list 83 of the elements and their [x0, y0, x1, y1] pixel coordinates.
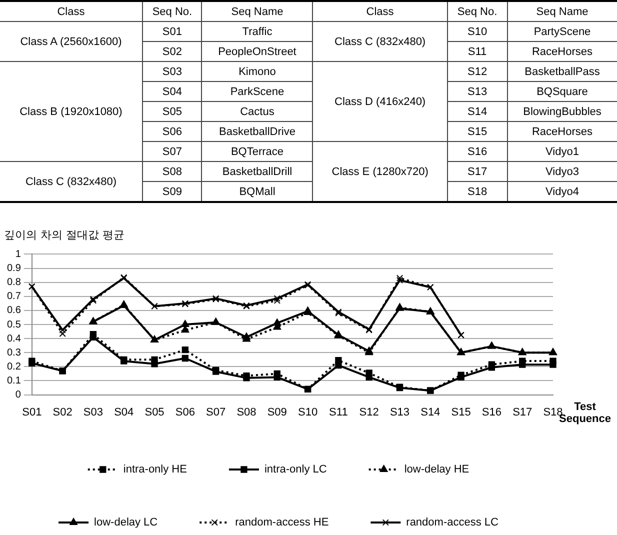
text: Class B (1920x1080): [20, 106, 122, 118]
x-tick-label: S06: [175, 406, 195, 418]
text: Seq No.: [152, 6, 192, 18]
text: S07: [162, 146, 182, 158]
text: Class E (1280x720): [332, 166, 428, 178]
y-tick-label: 0.3: [6, 347, 22, 358]
x-tick-label: S01: [22, 406, 42, 418]
text: BlowingBubbles: [523, 106, 602, 118]
x-tick-label: S04: [114, 406, 134, 418]
text: S06: [162, 126, 182, 138]
text: S15: [467, 126, 488, 138]
text: Traffic: [242, 26, 272, 38]
text: S01: [162, 26, 182, 38]
text: BQTerrace: [230, 146, 284, 158]
text: S04: [162, 86, 182, 98]
text: S13: [467, 86, 488, 98]
text: Class: [366, 6, 394, 18]
y-tick-label: 0.5: [6, 319, 22, 330]
chart-title: 깊이의 차의 절대값 평균: [4, 228, 124, 242]
x-tick-label: S14: [420, 406, 440, 418]
x-tick-label: S12: [359, 406, 379, 418]
text: Class C (832x480): [25, 176, 117, 188]
legend-label: low-delay HE: [404, 464, 470, 476]
x-tick-label: S08: [236, 406, 256, 418]
text: S16: [467, 146, 488, 158]
text: Class A (2560x1600): [20, 36, 122, 48]
text: Vidyo1: [546, 146, 579, 158]
x-tick-label: S15: [451, 406, 471, 418]
x-tick-label: S10: [298, 406, 318, 418]
legend-label: random-access HE: [235, 516, 329, 529]
y-tick-label: 0.6: [6, 305, 22, 316]
text: Class C (832x480): [334, 36, 426, 48]
text: S11: [468, 46, 487, 58]
text: PartyScene: [534, 26, 591, 38]
y-tick-label: 0.1: [6, 375, 22, 386]
text: RaceHorses: [532, 126, 593, 138]
y-tick-label: 0.4: [6, 333, 22, 344]
text: PeopleOnStreet: [218, 46, 296, 58]
y-tick-label: 1: [15, 248, 22, 260]
text: S17: [467, 166, 488, 178]
text: Seq Name: [536, 6, 588, 18]
legend-label: random-access LC: [406, 516, 499, 529]
x-tick-label: S02: [52, 406, 72, 418]
x-tick-label: S16: [482, 406, 502, 418]
legend-label: intra-only LC: [264, 464, 327, 476]
text: RaceHorses: [532, 46, 593, 58]
text: Vidyo3: [546, 166, 579, 178]
text: BasketballPass: [524, 66, 600, 78]
y-tick-label: 0.7: [6, 291, 22, 302]
text: S02: [162, 46, 182, 58]
text: S10: [467, 26, 488, 38]
legend-label: low-delay LC: [94, 516, 158, 529]
text: Class: [57, 6, 85, 18]
x-tick-label: S11: [329, 406, 348, 418]
x-tick-label: S13: [390, 406, 410, 418]
text: S08: [162, 166, 182, 178]
y-tick-label: 0.2: [6, 361, 22, 372]
text: Seq No.: [457, 6, 498, 18]
text: BasketballDrive: [219, 126, 296, 138]
text: BQMall: [239, 186, 276, 198]
x-tick-label: S05: [144, 406, 164, 418]
text: Kimono: [238, 66, 276, 78]
text: BQSquare: [536, 86, 588, 98]
text: BasketballDrill: [222, 166, 292, 178]
text: Seq Name: [231, 6, 284, 18]
x-tick-label: S17: [512, 406, 532, 418]
text: Class D (416x240): [334, 96, 426, 108]
y-tick-label: 0.8: [6, 277, 22, 288]
text: Cactus: [240, 106, 274, 118]
y-tick-label: 0.9: [6, 263, 22, 274]
text: S12: [467, 66, 488, 78]
text: Vidyo4: [546, 186, 579, 198]
x-tick-label: S07: [206, 406, 226, 418]
y-tick-label: 0: [15, 390, 22, 401]
text: S03: [162, 66, 182, 78]
text: S05: [162, 106, 182, 118]
x-tick-label: S03: [83, 406, 103, 418]
text: S14: [467, 106, 488, 118]
legend-label: intra-only HE: [123, 464, 187, 476]
text: ParkScene: [230, 86, 284, 98]
text: S09: [162, 186, 182, 198]
text: S18: [467, 186, 488, 198]
x-tick-label: S09: [267, 406, 287, 418]
